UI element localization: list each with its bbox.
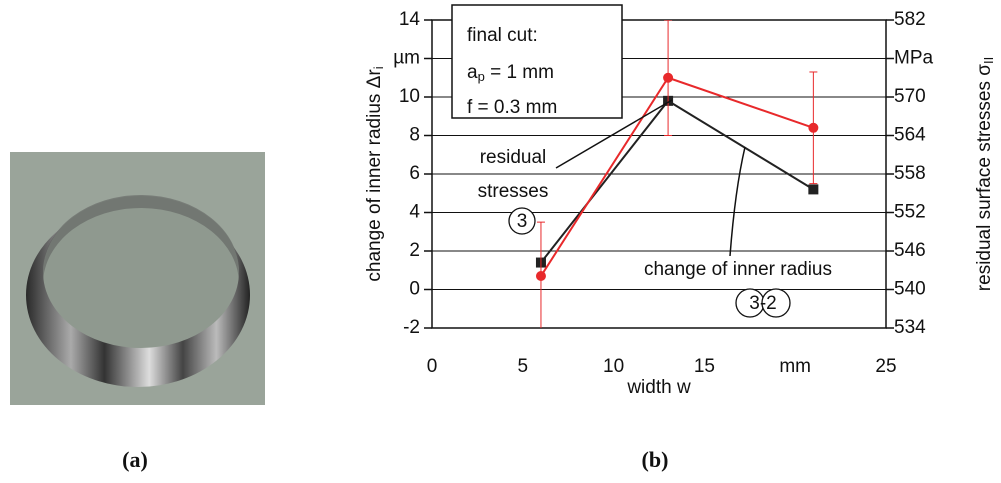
x-tick-label: 0 — [427, 356, 438, 377]
box-text: final cut: — [467, 25, 538, 46]
y2-tick-label: 534 — [894, 317, 926, 338]
panel-label: (b) — [642, 447, 669, 472]
y-tick-label: 4 — [409, 202, 420, 223]
x-tick-label: mm — [779, 356, 811, 377]
plot: -2 0 2 4 6 8 10 µm 14 534 540 546 552 558 564 570 MPa 582… — [393, 9, 933, 377]
tag: 3 — [517, 211, 528, 232]
photo — [10, 152, 265, 405]
annotation-box — [451, 4, 623, 119]
y-tick-label: 0 — [409, 279, 420, 300]
y2-tick-label: 564 — [894, 125, 926, 146]
tag: 3-2 — [749, 293, 776, 314]
x-tick-label: 10 — [603, 356, 624, 377]
marker — [808, 122, 819, 133]
panel-label: (a) — [122, 447, 148, 472]
marker — [535, 271, 546, 282]
annotation: change of inner radius — [644, 259, 832, 280]
tag-circle — [508, 207, 536, 235]
y-tick-label: 6 — [409, 163, 420, 184]
x-tick-label: 15 — [694, 356, 715, 377]
y-tick-label: 14 — [399, 9, 421, 30]
y2-tick-label: 570 — [894, 86, 926, 107]
marker — [808, 184, 819, 195]
x-tick-label: 5 — [518, 356, 529, 377]
y2-tick-label: 540 — [894, 279, 926, 300]
y2-tick-label: 546 — [894, 240, 926, 261]
y-tick-label: 8 — [409, 125, 420, 146]
box-text: f = 0.3 mm — [467, 97, 557, 118]
y-tick-label: µm — [393, 48, 420, 69]
tag-circle — [761, 288, 791, 318]
y-tick-label: -2 — [403, 317, 420, 338]
x-axis-title: width w — [626, 377, 691, 398]
y2-axis-title: residual surface stresses σII — [974, 57, 996, 291]
leader-line — [555, 99, 673, 169]
y-axis-title: change of inner radius Δri — [364, 66, 386, 281]
y-tick-label: 2 — [409, 240, 420, 261]
y2-tick-label: 552 — [894, 202, 926, 223]
annotation: stresses — [478, 181, 549, 202]
marker — [663, 72, 674, 83]
y2-tick-label: MPa — [894, 48, 934, 69]
y2-tick-label: 558 — [894, 163, 926, 184]
leader-line — [729, 146, 746, 257]
annotation: residual — [480, 147, 547, 168]
box-text: ap = 1 mm — [467, 62, 554, 84]
x-tick-label: 25 — [875, 356, 896, 377]
series-line — [540, 99, 814, 264]
y2-tick-label: 582 — [894, 9, 926, 30]
y-tick-label: 10 — [399, 86, 420, 107]
